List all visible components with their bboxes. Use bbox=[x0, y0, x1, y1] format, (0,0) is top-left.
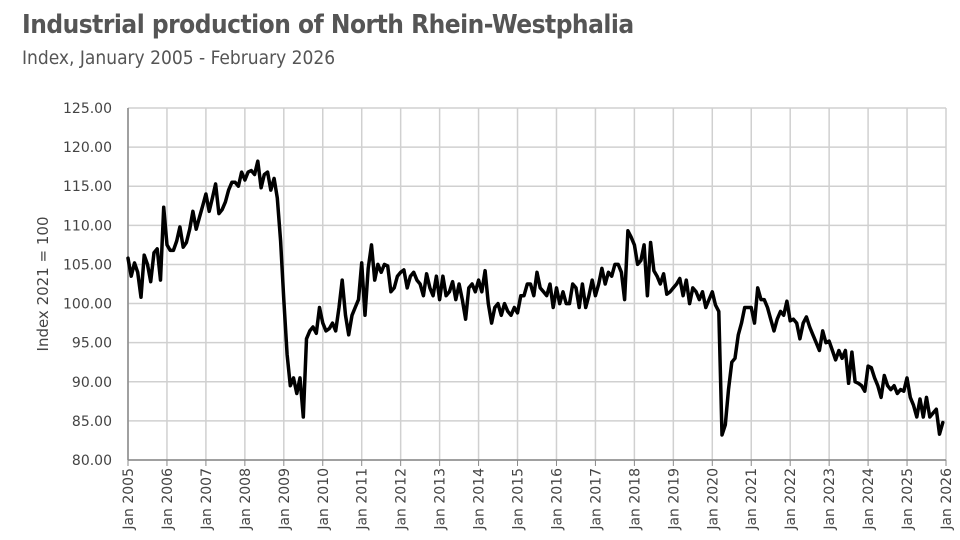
x-tick-label: Jan 2023 bbox=[822, 468, 838, 531]
chart-title: Industrial production of North Rhein-Wes… bbox=[22, 10, 634, 40]
x-tick-label: Jan 2021 bbox=[744, 468, 760, 531]
x-tick-label: Jan 2022 bbox=[783, 468, 799, 531]
y-tick-label: 110.00 bbox=[63, 218, 112, 234]
y-tick-label: 85.00 bbox=[72, 414, 112, 430]
x-tick-label: Jan 2011 bbox=[355, 468, 371, 531]
x-tick-label: Jan 2025 bbox=[900, 468, 916, 531]
x-tick-label: Jan 2008 bbox=[238, 468, 254, 531]
y-tick-label: 115.00 bbox=[63, 179, 112, 195]
x-tick-label: Jan 2015 bbox=[511, 468, 527, 531]
chart-subtitle: Index, January 2005 - February 2026 bbox=[22, 47, 336, 69]
x-tick-label: Jan 2005 bbox=[121, 468, 137, 531]
x-tick-label: Jan 2012 bbox=[394, 468, 410, 531]
x-tick-label: Jan 2018 bbox=[627, 468, 643, 531]
x-tick-label: Jan 2026 bbox=[939, 468, 955, 531]
y-tick-label: 105.00 bbox=[63, 257, 112, 273]
x-tick-label: Jan 2009 bbox=[277, 468, 293, 531]
x-tick-label: Jan 2017 bbox=[588, 468, 604, 531]
x-tick-label: Jan 2014 bbox=[472, 468, 488, 531]
y-tick-label: 95.00 bbox=[72, 336, 112, 352]
series-line bbox=[126, 159, 945, 437]
y-axis-label: Index 2021 = 100 bbox=[34, 217, 52, 352]
x-tick-label: Jan 2019 bbox=[666, 468, 682, 531]
x-tick-label: Jan 2020 bbox=[705, 468, 721, 531]
y-tick-label: 120.00 bbox=[63, 140, 112, 156]
y-tick-label: 100.00 bbox=[63, 297, 112, 313]
x-tick-label: Jan 2007 bbox=[199, 468, 215, 531]
x-tick-label: Jan 2010 bbox=[316, 468, 332, 531]
x-tick-label: Jan 2024 bbox=[861, 468, 877, 531]
y-tick-label: 90.00 bbox=[72, 375, 112, 391]
y-tick-label: 125.00 bbox=[63, 101, 112, 117]
x-tick-label: Jan 2016 bbox=[549, 468, 565, 531]
x-tick-label: Jan 2013 bbox=[433, 468, 449, 531]
x-tick-label: Jan 2006 bbox=[160, 468, 176, 531]
y-tick-label: 80.00 bbox=[72, 453, 112, 469]
